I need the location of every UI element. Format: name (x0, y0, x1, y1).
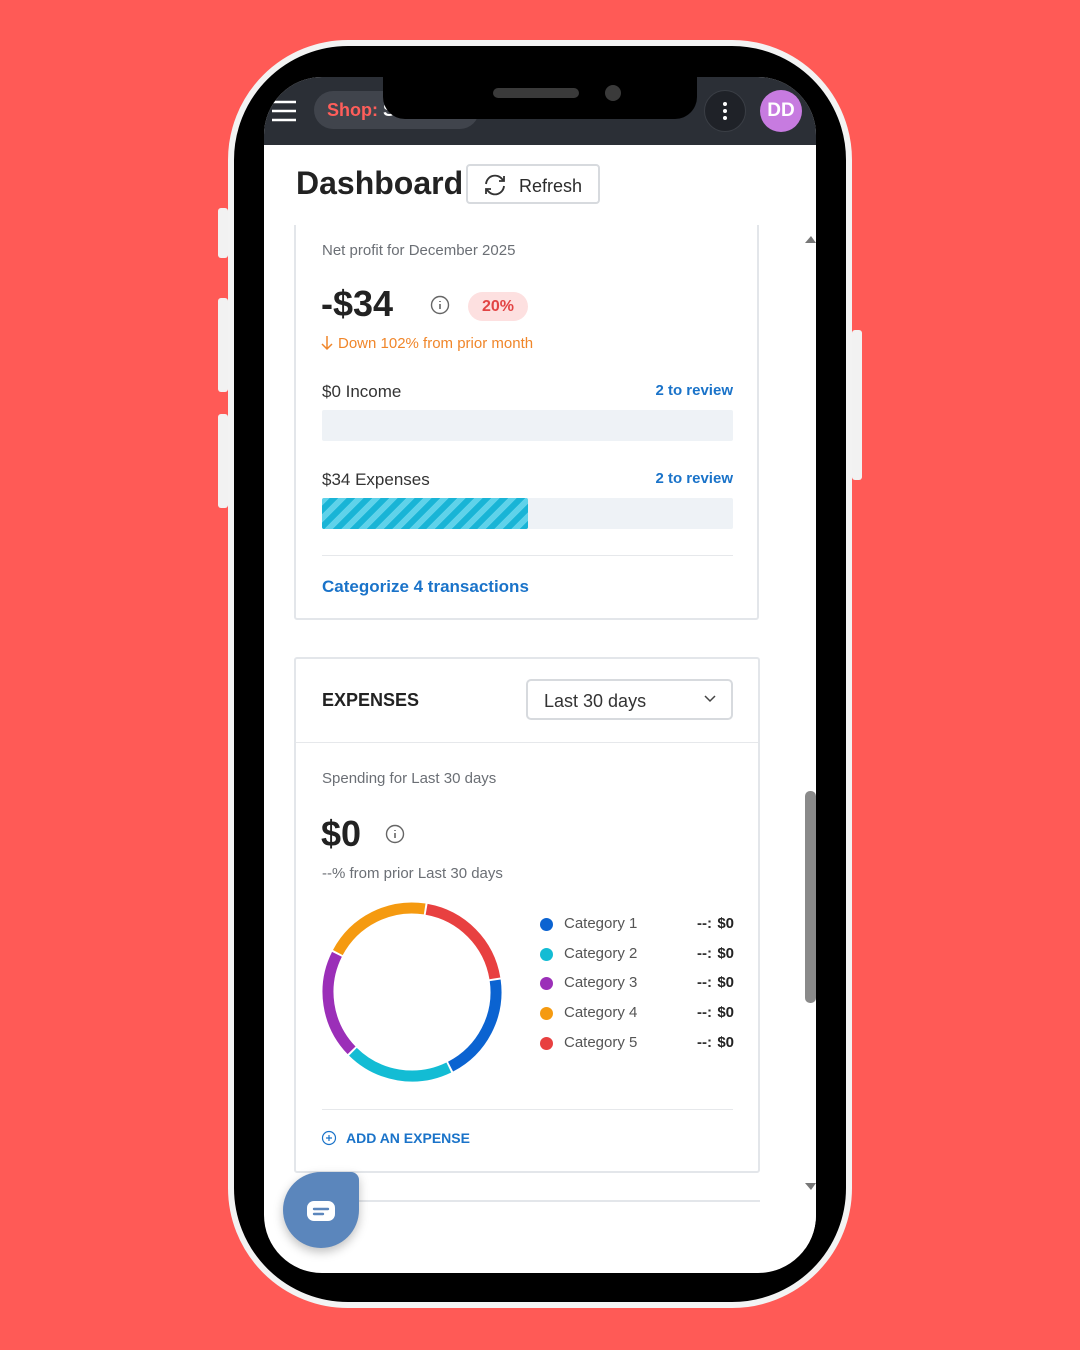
spending-amount: $0 (321, 813, 362, 854)
legend-amount: $0 (717, 974, 734, 992)
spending-subtitle: Spending for Last 30 days (322, 770, 497, 787)
spending-change: --% from prior Last 30 days (322, 865, 503, 882)
info-icon[interactable] (430, 295, 450, 315)
add-expense-link[interactable]: ADD AN EXPENSE (346, 1130, 470, 1146)
divider (322, 1109, 733, 1110)
menu-icon[interactable] (270, 99, 298, 123)
refresh-icon (485, 174, 505, 196)
donut-segment (322, 902, 502, 1082)
legend-name: Category 5 (564, 1033, 638, 1051)
shop-label: Shop: (327, 100, 378, 120)
donut-segment (322, 902, 502, 1082)
camera (605, 85, 621, 101)
add-icon (321, 1130, 337, 1146)
legend-dot (540, 977, 553, 991)
categorize-link[interactable]: Categorize 4 transactions (322, 577, 529, 596)
legend-amount: $0 (717, 1033, 734, 1051)
refresh-label: Refresh (519, 176, 583, 196)
range-select-value: Last 30 days (544, 691, 647, 711)
profit-subtitle: Net profit for December 2025 (322, 242, 516, 259)
expenses-title: EXPENSES (322, 690, 420, 710)
screen: Shop: S DD Dashboard Refresh Net profit … (264, 77, 816, 1273)
income-bar-track (322, 410, 733, 441)
profit-badge: 20% (468, 292, 528, 321)
legend-name: Category 4 (564, 1004, 638, 1022)
scrollbar[interactable] (805, 225, 816, 1273)
down-arrow (321, 336, 333, 351)
legend-dot (540, 918, 553, 931)
legend-percent: --: (697, 915, 712, 932)
expenses-bar (322, 498, 528, 529)
range-select[interactable]: Last 30 days (526, 679, 733, 720)
page-title: Dashboard (296, 165, 464, 201)
refresh-button[interactable]: Refresh (466, 164, 600, 204)
speaker (493, 88, 579, 98)
divider (296, 742, 758, 743)
info-icon[interactable] (385, 824, 405, 844)
side-button (218, 298, 228, 392)
legend-name: Category 1 (564, 915, 638, 932)
legend-amount: $0 (717, 915, 734, 932)
income-label: $0 Income (322, 382, 402, 401)
donut-segment (322, 902, 502, 1082)
scrollbar-thumb[interactable] (805, 791, 816, 1003)
notch (383, 77, 697, 119)
next-card-edge (294, 1200, 760, 1202)
chat-button[interactable] (283, 1172, 359, 1248)
legend-percent: --: (697, 1004, 712, 1022)
income-review-link[interactable]: 2 to review (655, 382, 733, 399)
profit-change: Down 102% from prior month (338, 335, 534, 352)
donut-segment (322, 902, 502, 1082)
legend-name: Category 2 (564, 944, 638, 962)
avatar[interactable]: DD (760, 90, 802, 132)
legend-percent: --: (697, 974, 712, 992)
expenses-label: $34 Expenses (322, 470, 430, 489)
legend-percent: --: (697, 944, 712, 962)
legend-dot (540, 1007, 553, 1021)
chevron (704, 695, 716, 703)
donut-segment (322, 902, 502, 1082)
donut-chart (322, 902, 502, 1082)
legend-amount: $0 (717, 1004, 734, 1022)
legend-dot (540, 1036, 553, 1050)
scroll-area: Net profit for December 2025 -$34 20% Do… (264, 225, 804, 1273)
side-button (852, 330, 862, 480)
divider (322, 555, 733, 556)
profit-amount: -$34 (321, 283, 394, 324)
side-button (218, 414, 228, 508)
more-button[interactable] (704, 90, 746, 132)
expenses-review-link[interactable]: 2 to review (655, 470, 733, 487)
legend-amount: $0 (717, 944, 734, 962)
legend-dot (540, 947, 553, 961)
legend-percent: --: (697, 1033, 712, 1051)
legend-name: Category 3 (564, 974, 638, 992)
side-button (218, 208, 228, 258)
